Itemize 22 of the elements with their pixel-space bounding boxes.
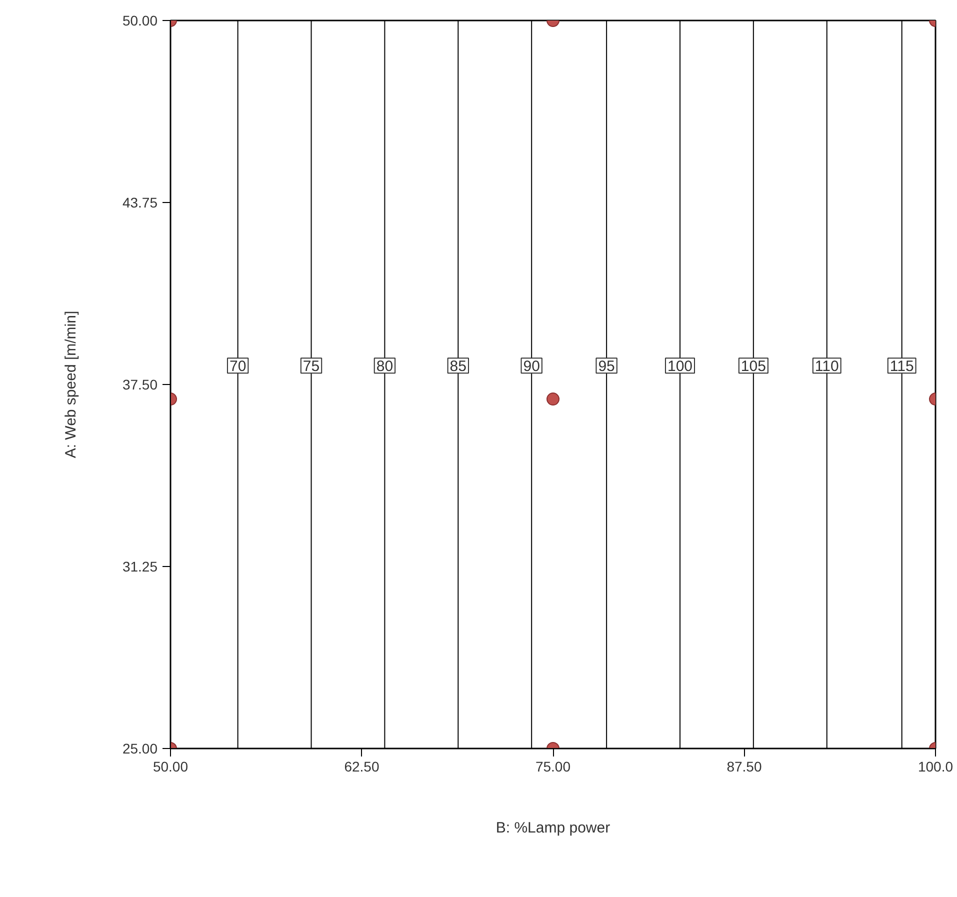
series-label: 80 <box>376 358 394 376</box>
x-tick-label: 75.00 <box>535 758 571 774</box>
y-tick-label: 25.00 <box>122 740 158 756</box>
series-label: 110 <box>814 358 839 376</box>
series-label: 95 <box>598 358 615 376</box>
x-tick-label: 87.50 <box>726 758 762 774</box>
y-tick-label: 37.50 <box>122 376 158 392</box>
y-tick-label: 31.25 <box>122 558 158 574</box>
y-axis-title: A: Web speed [m/min] <box>62 310 80 458</box>
series-label: 70 <box>229 358 246 376</box>
series-label: 90 <box>523 358 540 376</box>
x-tick-label: 50.00 <box>152 758 188 774</box>
series-label: 100 <box>667 358 693 376</box>
series-label: 115 <box>890 358 914 376</box>
x-tick-label: 100.0 <box>918 758 954 774</box>
series-label: 105 <box>740 358 766 376</box>
y-tick-label: 50.00 <box>122 12 158 28</box>
series-label: 85 <box>450 358 466 376</box>
x-axis-title: B: %Lamp power <box>496 820 610 836</box>
y-tick-label: 43.75 <box>122 194 158 210</box>
series-label: 75 <box>302 358 320 376</box>
x-tick-label: 62.50 <box>344 758 380 774</box>
